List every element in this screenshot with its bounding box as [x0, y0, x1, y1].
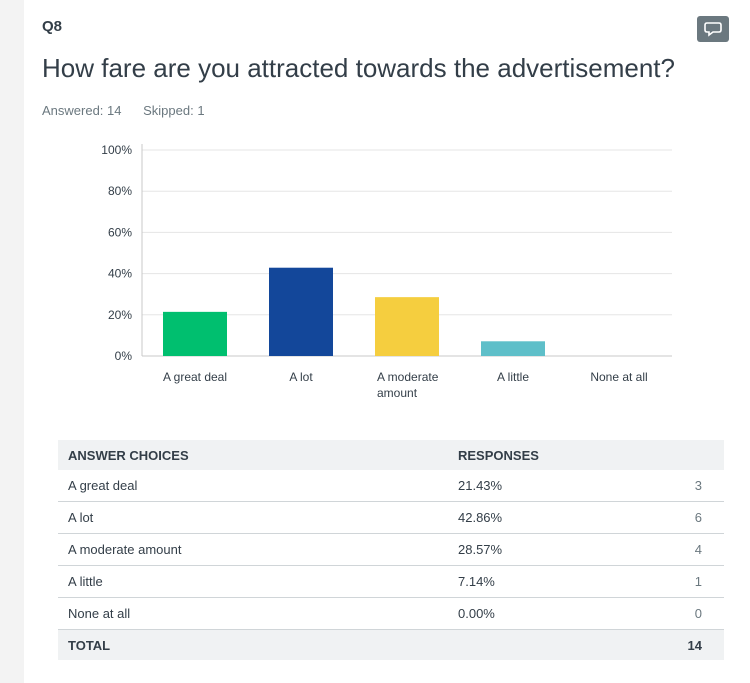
percent-cell: 28.57% [448, 533, 608, 566]
answered-count: Answered: 14 [42, 103, 122, 118]
y-tick-label: 40% [108, 267, 132, 281]
bar[interactable] [375, 297, 439, 356]
y-tick-label: 60% [108, 225, 132, 239]
speech-bubble-icon [704, 22, 722, 37]
x-tick-label: A lot [289, 370, 313, 384]
response-meta: Answered: 14 Skipped: 1 [42, 103, 223, 118]
choice-cell: A lot [58, 501, 448, 534]
y-tick-label: 20% [108, 308, 132, 322]
question-card: Q8 How fare are you attracted towards th… [24, 0, 750, 683]
responses-table: ANSWER CHOICES RESPONSES A great deal 21… [58, 440, 724, 660]
total-count: 14 [607, 629, 724, 660]
table-row: A little 7.14% 1 [58, 565, 724, 598]
percent-cell: 0.00% [448, 597, 608, 630]
x-tick-label: A moderate [377, 370, 439, 384]
total-row: TOTAL 14 [58, 629, 724, 660]
choice-cell: A great deal [58, 470, 448, 502]
choice-cell: A moderate amount [58, 533, 448, 566]
question-number: Q8 [42, 18, 63, 35]
percent-cell: 7.14% [448, 565, 608, 598]
percent-cell: 21.43% [448, 470, 608, 502]
bar-chart: 0% 20% 40% 60% 80% 100% A great deal A lot A mod… [101, 143, 672, 400]
bar[interactable] [163, 311, 227, 356]
y-tick-label: 100% [101, 143, 132, 157]
table-row: A lot 42.86% 6 [58, 501, 724, 534]
question-title: How fare are you attracted towards the a… [42, 53, 675, 83]
table-row: A great deal 21.43% 3 [58, 470, 724, 502]
table-row: A moderate amount 28.57% 4 [58, 533, 724, 566]
x-tick-label: A great deal [163, 370, 227, 384]
choice-cell: A little [58, 565, 448, 598]
x-tick-label: amount [377, 386, 418, 400]
header-answer-choices: ANSWER CHOICES [58, 440, 448, 470]
x-tick-label: A little [497, 370, 529, 384]
skipped-count: Skipped: 1 [143, 103, 205, 118]
count-cell: 1 [607, 565, 724, 598]
count-cell: 4 [607, 533, 724, 566]
x-tick-label: None at all [590, 370, 647, 384]
count-cell: 3 [607, 470, 724, 502]
header-responses: RESPONSES [448, 440, 724, 470]
bar[interactable] [269, 267, 333, 356]
count-cell: 0 [607, 597, 724, 630]
count-cell: 6 [607, 501, 724, 534]
total-label: TOTAL [58, 629, 608, 660]
choice-cell: None at all [58, 597, 448, 630]
y-tick-label: 80% [108, 184, 132, 198]
y-tick-label: 0% [115, 349, 133, 363]
percent-cell: 42.86% [448, 501, 608, 534]
comment-button[interactable] [697, 16, 729, 42]
table-header-row: ANSWER CHOICES RESPONSES [58, 440, 724, 470]
bar[interactable] [481, 341, 545, 356]
table-row: None at all 0.00% 0 [58, 597, 724, 630]
